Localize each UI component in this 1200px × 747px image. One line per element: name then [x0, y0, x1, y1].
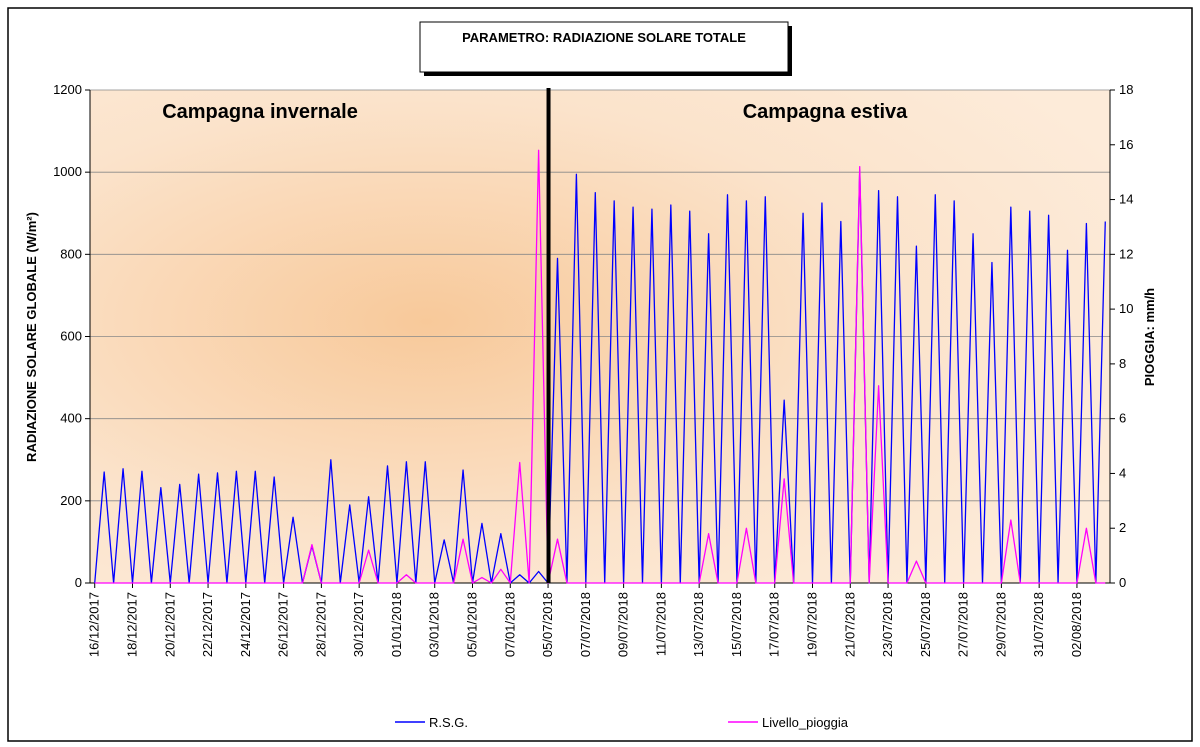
- y-tick-label: 1000: [53, 164, 82, 179]
- x-tick-label: 05/01/2018: [465, 592, 480, 657]
- x-tick-label: 30/12/2017: [351, 592, 366, 657]
- legend-label: R.S.G.: [429, 715, 468, 730]
- y-tick-label: 600: [60, 329, 82, 344]
- y2-tick-label: 8: [1119, 356, 1126, 371]
- title-box: [419, 21, 789, 73]
- y2-axis-label: PIOGGIA: mm/h: [1142, 288, 1157, 386]
- x-tick-label: 01/01/2018: [389, 592, 404, 657]
- x-tick-label: 13/07/2018: [691, 592, 706, 657]
- y2-tick-label: 12: [1119, 246, 1133, 261]
- y-tick-label: 800: [60, 246, 82, 261]
- x-tick-label: 21/07/2018: [842, 592, 857, 657]
- y2-tick-label: 6: [1119, 411, 1126, 426]
- legend-label: Livello_pioggia: [762, 715, 849, 730]
- series-line: [94, 149, 1106, 584]
- x-tick-label: 18/12/2017: [125, 592, 140, 657]
- annotation: Campagna estiva: [743, 101, 908, 123]
- x-tick-label: 07/01/2018: [502, 592, 517, 657]
- x-tick-label: 22/12/2017: [200, 592, 215, 657]
- y2-tick-label: 0: [1119, 575, 1126, 590]
- series-line: [94, 169, 1106, 584]
- y-axis-label: RADIAZIONE SOLARE GLOBALE (W/m²): [24, 212, 39, 462]
- x-tick-label: 09/07/2018: [616, 592, 631, 657]
- x-tick-label: 19/07/2018: [805, 592, 820, 657]
- x-tick-label: 23/07/2018: [880, 592, 895, 657]
- x-tick-label: 02/08/2018: [1069, 592, 1084, 657]
- y2-tick-label: 10: [1119, 301, 1133, 316]
- x-tick-label: 27/07/2018: [956, 592, 971, 657]
- x-tick-label: 05/07/2018: [540, 592, 555, 657]
- y2-tick-label: 18: [1119, 82, 1133, 97]
- y2-tick-label: 14: [1119, 192, 1133, 207]
- x-tick-label: 03/01/2018: [427, 592, 442, 657]
- x-tick-label: 16/12/2017: [87, 592, 102, 657]
- annotation: Campagna invernale: [162, 101, 358, 123]
- x-tick-label: 29/07/2018: [993, 592, 1008, 657]
- x-tick-label: 11/07/2018: [653, 592, 668, 656]
- y2-tick-label: 4: [1119, 465, 1126, 480]
- y-tick-label: 0: [75, 575, 82, 590]
- y-tick-label: 400: [60, 411, 82, 426]
- x-tick-label: 28/12/2017: [313, 592, 328, 657]
- x-tick-label: 31/07/2018: [1031, 592, 1046, 657]
- y-tick-label: 1200: [53, 82, 82, 97]
- x-tick-label: 26/12/2017: [276, 592, 291, 657]
- chart-title: PARAMETRO: RADIAZIONE SOLARE TOTALE: [462, 30, 746, 45]
- x-tick-label: 20/12/2017: [162, 592, 177, 657]
- y2-tick-label: 16: [1119, 137, 1133, 152]
- x-tick-label: 24/12/2017: [238, 592, 253, 657]
- y2-tick-label: 2: [1119, 520, 1126, 535]
- x-tick-label: 17/07/2018: [767, 592, 782, 657]
- x-tick-label: 25/07/2018: [918, 592, 933, 657]
- x-tick-label: 15/07/2018: [729, 592, 744, 657]
- x-tick-label: 07/07/2018: [578, 592, 593, 657]
- y-tick-label: 200: [60, 493, 82, 508]
